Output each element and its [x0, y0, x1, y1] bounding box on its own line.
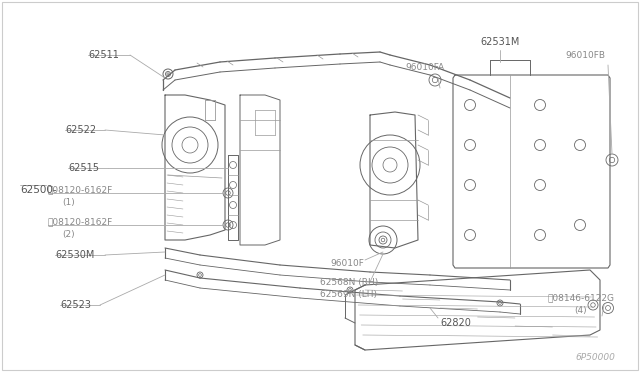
- Text: 62568N (RH): 62568N (RH): [320, 278, 378, 286]
- Text: 96010F: 96010F: [330, 259, 364, 267]
- Text: 6P50000: 6P50000: [575, 353, 615, 362]
- Text: Ⓑ08146-6122G: Ⓑ08146-6122G: [548, 294, 615, 302]
- Text: 62820: 62820: [440, 318, 471, 328]
- Text: 62515: 62515: [68, 163, 99, 173]
- Text: 96010FA: 96010FA: [405, 64, 444, 73]
- Text: 62500-: 62500-: [20, 185, 56, 195]
- Text: Ⓑ08120-6162F: Ⓑ08120-6162F: [48, 186, 113, 195]
- Text: Ⓑ08120-8162F: Ⓑ08120-8162F: [48, 218, 113, 227]
- Text: 96010FB: 96010FB: [565, 51, 605, 60]
- Text: 62569N (LH): 62569N (LH): [320, 291, 377, 299]
- Text: 62531M: 62531M: [480, 37, 520, 47]
- Text: 62522: 62522: [65, 125, 96, 135]
- Text: (1): (1): [62, 199, 75, 208]
- Text: (2): (2): [62, 231, 75, 240]
- Text: 62530M: 62530M: [55, 250, 94, 260]
- Text: 62523: 62523: [60, 300, 91, 310]
- Text: (4): (4): [574, 307, 587, 315]
- Text: 62511: 62511: [88, 50, 119, 60]
